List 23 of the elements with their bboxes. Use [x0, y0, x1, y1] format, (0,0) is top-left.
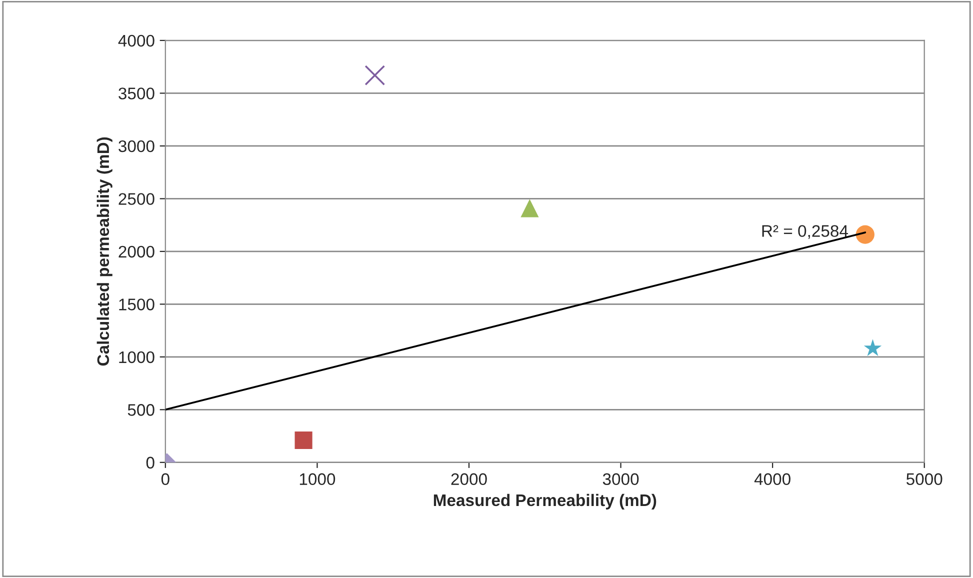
point [294, 431, 312, 450]
x-tick-label: 1000 [300, 473, 336, 486]
y-axis-title: Calculated permeability (mD) [96, 137, 112, 366]
x-tick-label: 0 [161, 473, 170, 486]
y-tick-label: 1500 [119, 298, 154, 310]
y-tick-label: 1000 [119, 351, 154, 364]
point [856, 225, 874, 244]
annotation: R² = 0,2584 [762, 225, 848, 239]
point [864, 339, 882, 356]
point [520, 199, 539, 218]
y-tick-label: 2500 [118, 193, 154, 205]
y-tick-label: 4000 [118, 34, 154, 47]
y-tick-label: 2000 [118, 246, 154, 258]
x-axis-title: Measured Permeability (mD) [434, 494, 656, 510]
x-tick-label: 5000 [906, 473, 942, 486]
x-tick-label: 2000 [451, 473, 487, 486]
x-tick-label: 3000 [602, 473, 639, 486]
y-tick-label: 500 [128, 404, 154, 416]
y-tick-label: 0 [146, 456, 154, 469]
y-tick-label: 3000 [118, 140, 154, 152]
point [364, 65, 386, 86]
x-tick-label: 4000 [754, 473, 790, 486]
y-tick-label: 3500 [118, 88, 154, 100]
